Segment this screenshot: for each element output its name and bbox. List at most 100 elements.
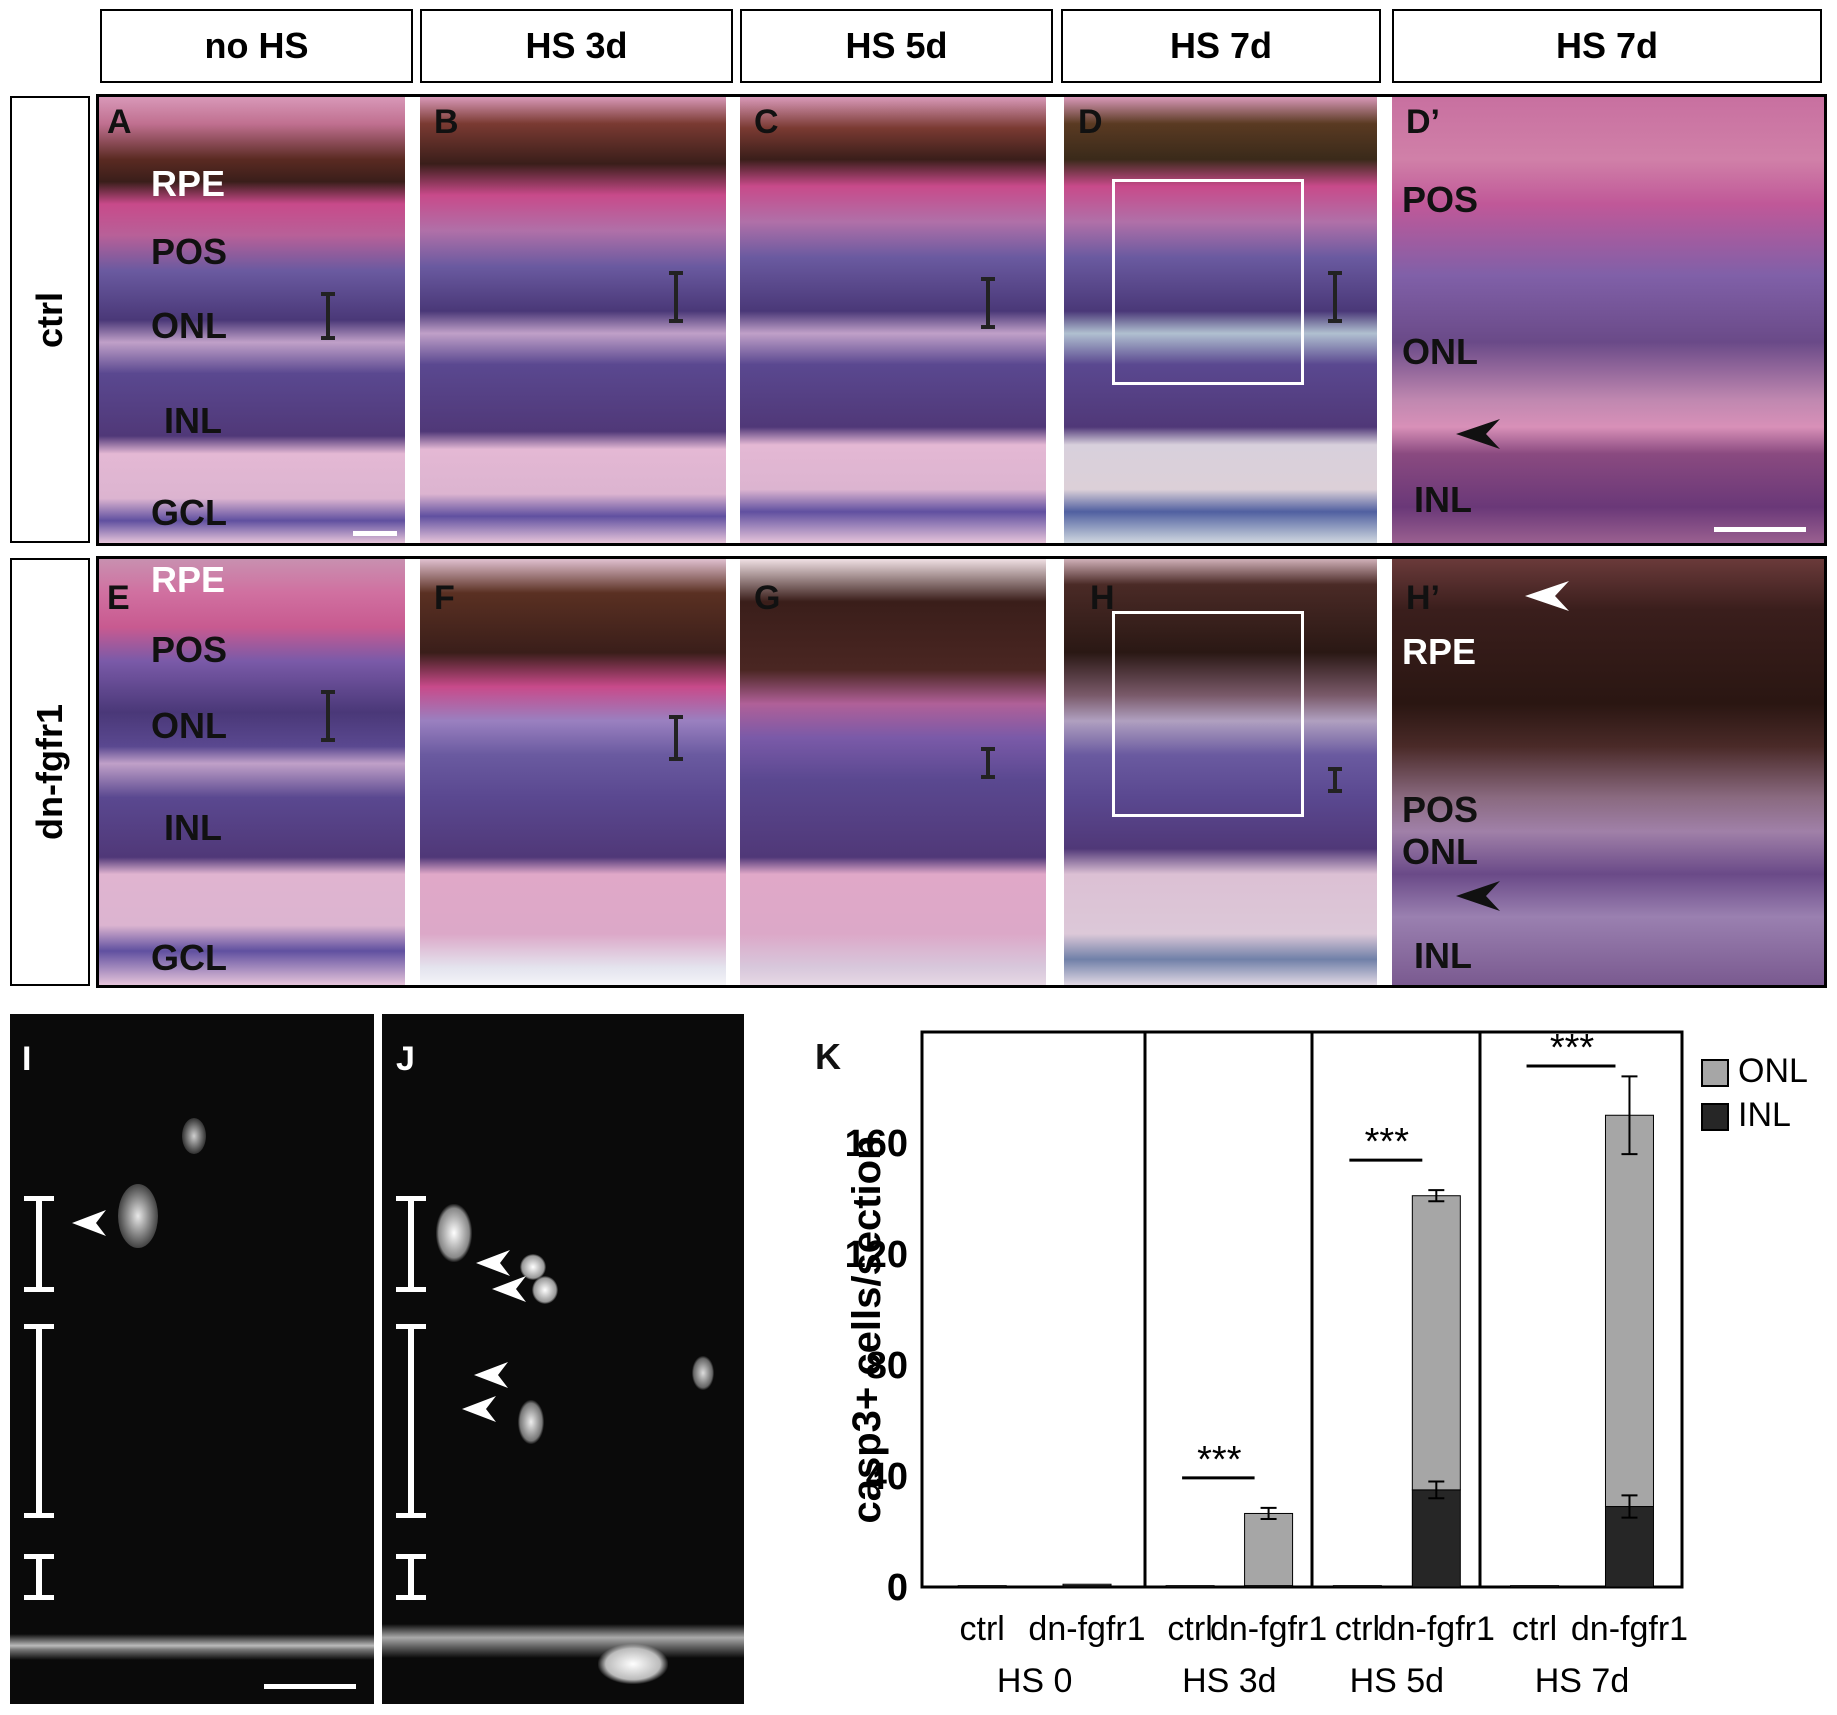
onl-thickness-bar	[321, 690, 335, 742]
category-label: dn-fgfr1	[1571, 1610, 1688, 1648]
layer-pos: POS	[151, 231, 228, 272]
group-label: HS 7d	[1535, 1662, 1630, 1700]
bar-onl	[1244, 1512, 1294, 1587]
category-label: ctrl	[960, 1610, 1005, 1648]
dn-fgfr1-row-frame	[96, 556, 1827, 988]
y-tick-label: 160	[845, 1123, 908, 1165]
layer-rpe: RPE	[151, 559, 226, 600]
panel-h: H	[1064, 559, 1377, 985]
onl-thickness-bar	[24, 1196, 54, 1292]
panel-label-i: I	[22, 1040, 32, 1078]
significance-stars: ***	[1550, 1027, 1595, 1069]
category-label: ctrl	[1167, 1610, 1212, 1648]
gcl-thickness-bar	[396, 1554, 426, 1600]
y-axis-label: casp3+ cells/section	[845, 1135, 889, 1523]
bar-onl	[1062, 1583, 1112, 1587]
onl-thickness-bar	[669, 271, 683, 323]
panel-a: A RPE POS ONL INL GCL	[99, 97, 405, 543]
arrowhead-marker	[1456, 881, 1500, 911]
layer-pos: POS	[1402, 179, 1479, 220]
panel-label-k: K	[815, 1036, 841, 1077]
bar-inl	[1510, 1585, 1560, 1588]
header-no-hs: no HS	[100, 9, 413, 83]
panel-h-prime: H’ RPE POS ONL INL	[1392, 559, 1824, 985]
zoom-region-box	[1112, 179, 1304, 385]
category-label: dn-fgfr1	[1210, 1610, 1327, 1648]
scale-bar	[1714, 527, 1806, 532]
labeled-cell	[436, 1204, 472, 1262]
row-label-ctrl: ctrl	[10, 96, 90, 543]
category-label: dn-fgfr1	[1378, 1610, 1495, 1648]
onl-thickness-bar	[396, 1196, 426, 1292]
labeled-cell	[520, 1254, 546, 1280]
layer-onl: ONL	[151, 705, 227, 746]
bar-inl	[1604, 1506, 1654, 1588]
layer-gcl: GCL	[151, 937, 227, 978]
layer-gcl: GCL	[151, 492, 227, 533]
layer-inl: INL	[1414, 479, 1472, 520]
onl-thickness-bar	[321, 292, 335, 340]
header-hs-7d: HS 7d	[1061, 9, 1381, 83]
ganglion-layer-signal	[10, 1634, 374, 1660]
panel-f: F	[420, 559, 726, 985]
header-hs-5d: HS 5d	[740, 9, 1053, 83]
category-label: ctrl	[1512, 1610, 1557, 1648]
panel-label-b: B	[434, 103, 459, 141]
panel-g: G	[740, 559, 1046, 985]
scale-bar	[264, 1684, 356, 1689]
panel-label-f: F	[434, 579, 455, 617]
ganglion-layer-signal	[598, 1644, 668, 1684]
bar-inl	[1332, 1585, 1382, 1588]
onl-thickness-bar	[981, 747, 995, 779]
panel-i: I	[10, 1014, 374, 1704]
row-label-dn-fgfr1-text: dn-fgfr1	[29, 704, 70, 840]
labeled-cell	[532, 1276, 558, 1304]
panel-label-j: J	[396, 1040, 415, 1078]
labeled-cell	[692, 1356, 714, 1390]
arrowhead-marker	[462, 1396, 496, 1422]
panel-label-d: D	[1078, 103, 1103, 141]
arrowhead-marker	[476, 1250, 510, 1276]
onl-thickness-bar	[1328, 271, 1342, 323]
gcl-thickness-bar	[24, 1554, 54, 1600]
panel-d-prime: D’ POS ONL INL	[1392, 97, 1824, 543]
onl-thickness-bar	[981, 277, 995, 329]
layer-inl: INL	[164, 400, 222, 441]
layer-pos: POS	[1402, 789, 1479, 830]
inl-thickness-bar	[24, 1324, 54, 1518]
labeled-cell	[518, 1400, 544, 1444]
inl-thickness-bar	[396, 1324, 426, 1518]
bar-inl	[1244, 1585, 1294, 1588]
zoom-region-box	[1112, 611, 1304, 817]
arrowhead-marker	[1456, 419, 1500, 449]
panel-b: B	[420, 97, 726, 543]
scale-bar	[353, 531, 397, 536]
bar-inl	[1062, 1585, 1112, 1588]
row-label-ctrl-text: ctrl	[29, 291, 70, 348]
group-label: HS 5d	[1350, 1662, 1445, 1700]
ctrl-row-frame	[96, 94, 1827, 546]
arrowhead-marker	[1525, 581, 1569, 611]
layer-onl: ONL	[151, 305, 227, 346]
significance-stars: ***	[1365, 1121, 1410, 1163]
panel-d: D	[1064, 97, 1377, 543]
legend-swatch-inl	[1701, 1103, 1729, 1131]
arrowhead-marker	[492, 1276, 526, 1302]
bar-inl	[957, 1585, 1007, 1588]
panel-label-h-prime: H’	[1406, 579, 1440, 617]
labeled-cell	[182, 1118, 206, 1154]
layer-inl: INL	[164, 807, 222, 848]
category-label: ctrl	[1335, 1610, 1380, 1648]
panel-j: J	[382, 1014, 744, 1704]
layer-rpe: RPE	[151, 163, 226, 204]
header-hs-7d-zoom: HS 7d	[1392, 9, 1822, 83]
arrowhead-marker	[474, 1362, 508, 1388]
panel-e: E RPE POS ONL INL GCL	[99, 559, 405, 985]
significance-stars: ***	[1197, 1439, 1242, 1481]
group-label: HS 0	[997, 1662, 1073, 1700]
row-label-dn-fgfr1: dn-fgfr1	[10, 558, 90, 986]
panel-label-a: A	[107, 103, 132, 141]
panel-label-g: G	[754, 579, 781, 617]
panel-label-c: C	[754, 103, 779, 141]
labeled-cell	[118, 1184, 158, 1248]
